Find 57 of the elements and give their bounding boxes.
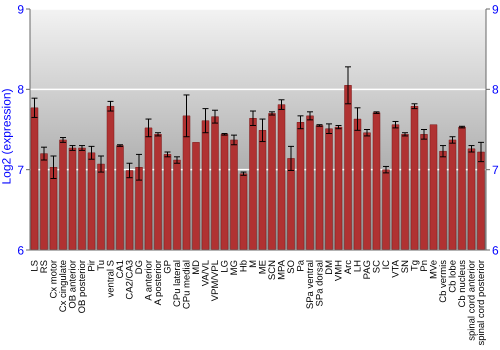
y-axis-title: Log2 (expression)	[0, 88, 14, 184]
x-tick-label: DM	[324, 260, 335, 275]
y2-tick-label: 7	[492, 162, 499, 177]
x-tick-label: Tu	[96, 260, 107, 271]
x-tick-label: OB posterior	[76, 260, 88, 314]
x-tick-label: Tg	[409, 260, 420, 272]
x-tick-label: Cb vermis	[438, 260, 449, 303]
x-tick-label: ventral S	[105, 260, 116, 298]
x-tick-label: Pir	[86, 260, 98, 272]
y-tick-label: 7	[17, 162, 24, 177]
y-tick-label: 9	[17, 2, 24, 16]
x-tick-label: SO	[286, 260, 297, 274]
x-tick-label: DG	[134, 260, 145, 274]
x-tick-label: CPu lateral	[172, 260, 183, 307]
x-tick-label: M	[248, 260, 259, 268]
x-tick-label: MD	[190, 260, 202, 275]
x-tick-label: PAG	[362, 260, 373, 280]
y-tick-label: 8	[17, 82, 24, 97]
x-tick-label: SC	[371, 260, 382, 274]
x-tick-label: CPu medial	[181, 260, 192, 310]
x-tick-label: Cb lobe	[447, 260, 458, 293]
x-tick-label: spinal cord anterior	[466, 260, 478, 341]
x-tick-label: CA2/CA3	[124, 260, 136, 300]
x-tick-label: Cb nucleus	[456, 260, 468, 308]
x-tick-label: CA1	[114, 260, 126, 278]
x-tick-label: SPa ventral	[304, 260, 316, 310]
x-tick-label: LH	[352, 260, 364, 272]
x-tick-label: OB anterior	[67, 260, 78, 309]
x-tick-label: SN	[400, 260, 411, 274]
x-tick-label: LG	[219, 260, 230, 273]
x-tick-label: IC	[380, 260, 392, 270]
x-tick-label: LS	[29, 260, 40, 272]
x-tick-label: GP	[162, 260, 174, 274]
x-tick-label: VMH	[333, 260, 344, 282]
x-tick-label: Hb	[238, 260, 250, 272]
y2-tick-label: 9	[492, 2, 499, 16]
x-tick-label: VPM/VPL	[210, 260, 221, 302]
x-tick-label: spinal cord posterior	[476, 260, 487, 346]
y2-tick-label: 6	[492, 243, 499, 258]
x-tick-label: MVe	[428, 260, 440, 280]
x-tick-label: ME	[257, 260, 268, 274]
x-tick-label: A posterior	[152, 260, 164, 306]
x-tick-label: Pn	[418, 260, 430, 272]
x-tick-label: RS	[38, 260, 50, 274]
x-tick-label: VTA	[390, 259, 402, 278]
x-tick-label: SPa dorsal	[314, 260, 326, 306]
x-tick-label: Arc	[342, 260, 354, 274]
x-tick-label: MPA	[276, 259, 288, 280]
x-tick-label: Pa	[295, 259, 306, 272]
y-tick-label: 6	[17, 243, 24, 258]
x-tick-label: A anterior	[143, 260, 154, 301]
x-tick-label: MG	[228, 260, 240, 276]
x-tick-label: VA/VL	[200, 260, 212, 286]
x-tick-label: Cx motor	[48, 260, 60, 299]
x-tick-label: Cx cingulate	[58, 260, 69, 312]
x-tick-label: SCN	[266, 260, 278, 280]
y2-tick-label: 8	[492, 82, 499, 97]
